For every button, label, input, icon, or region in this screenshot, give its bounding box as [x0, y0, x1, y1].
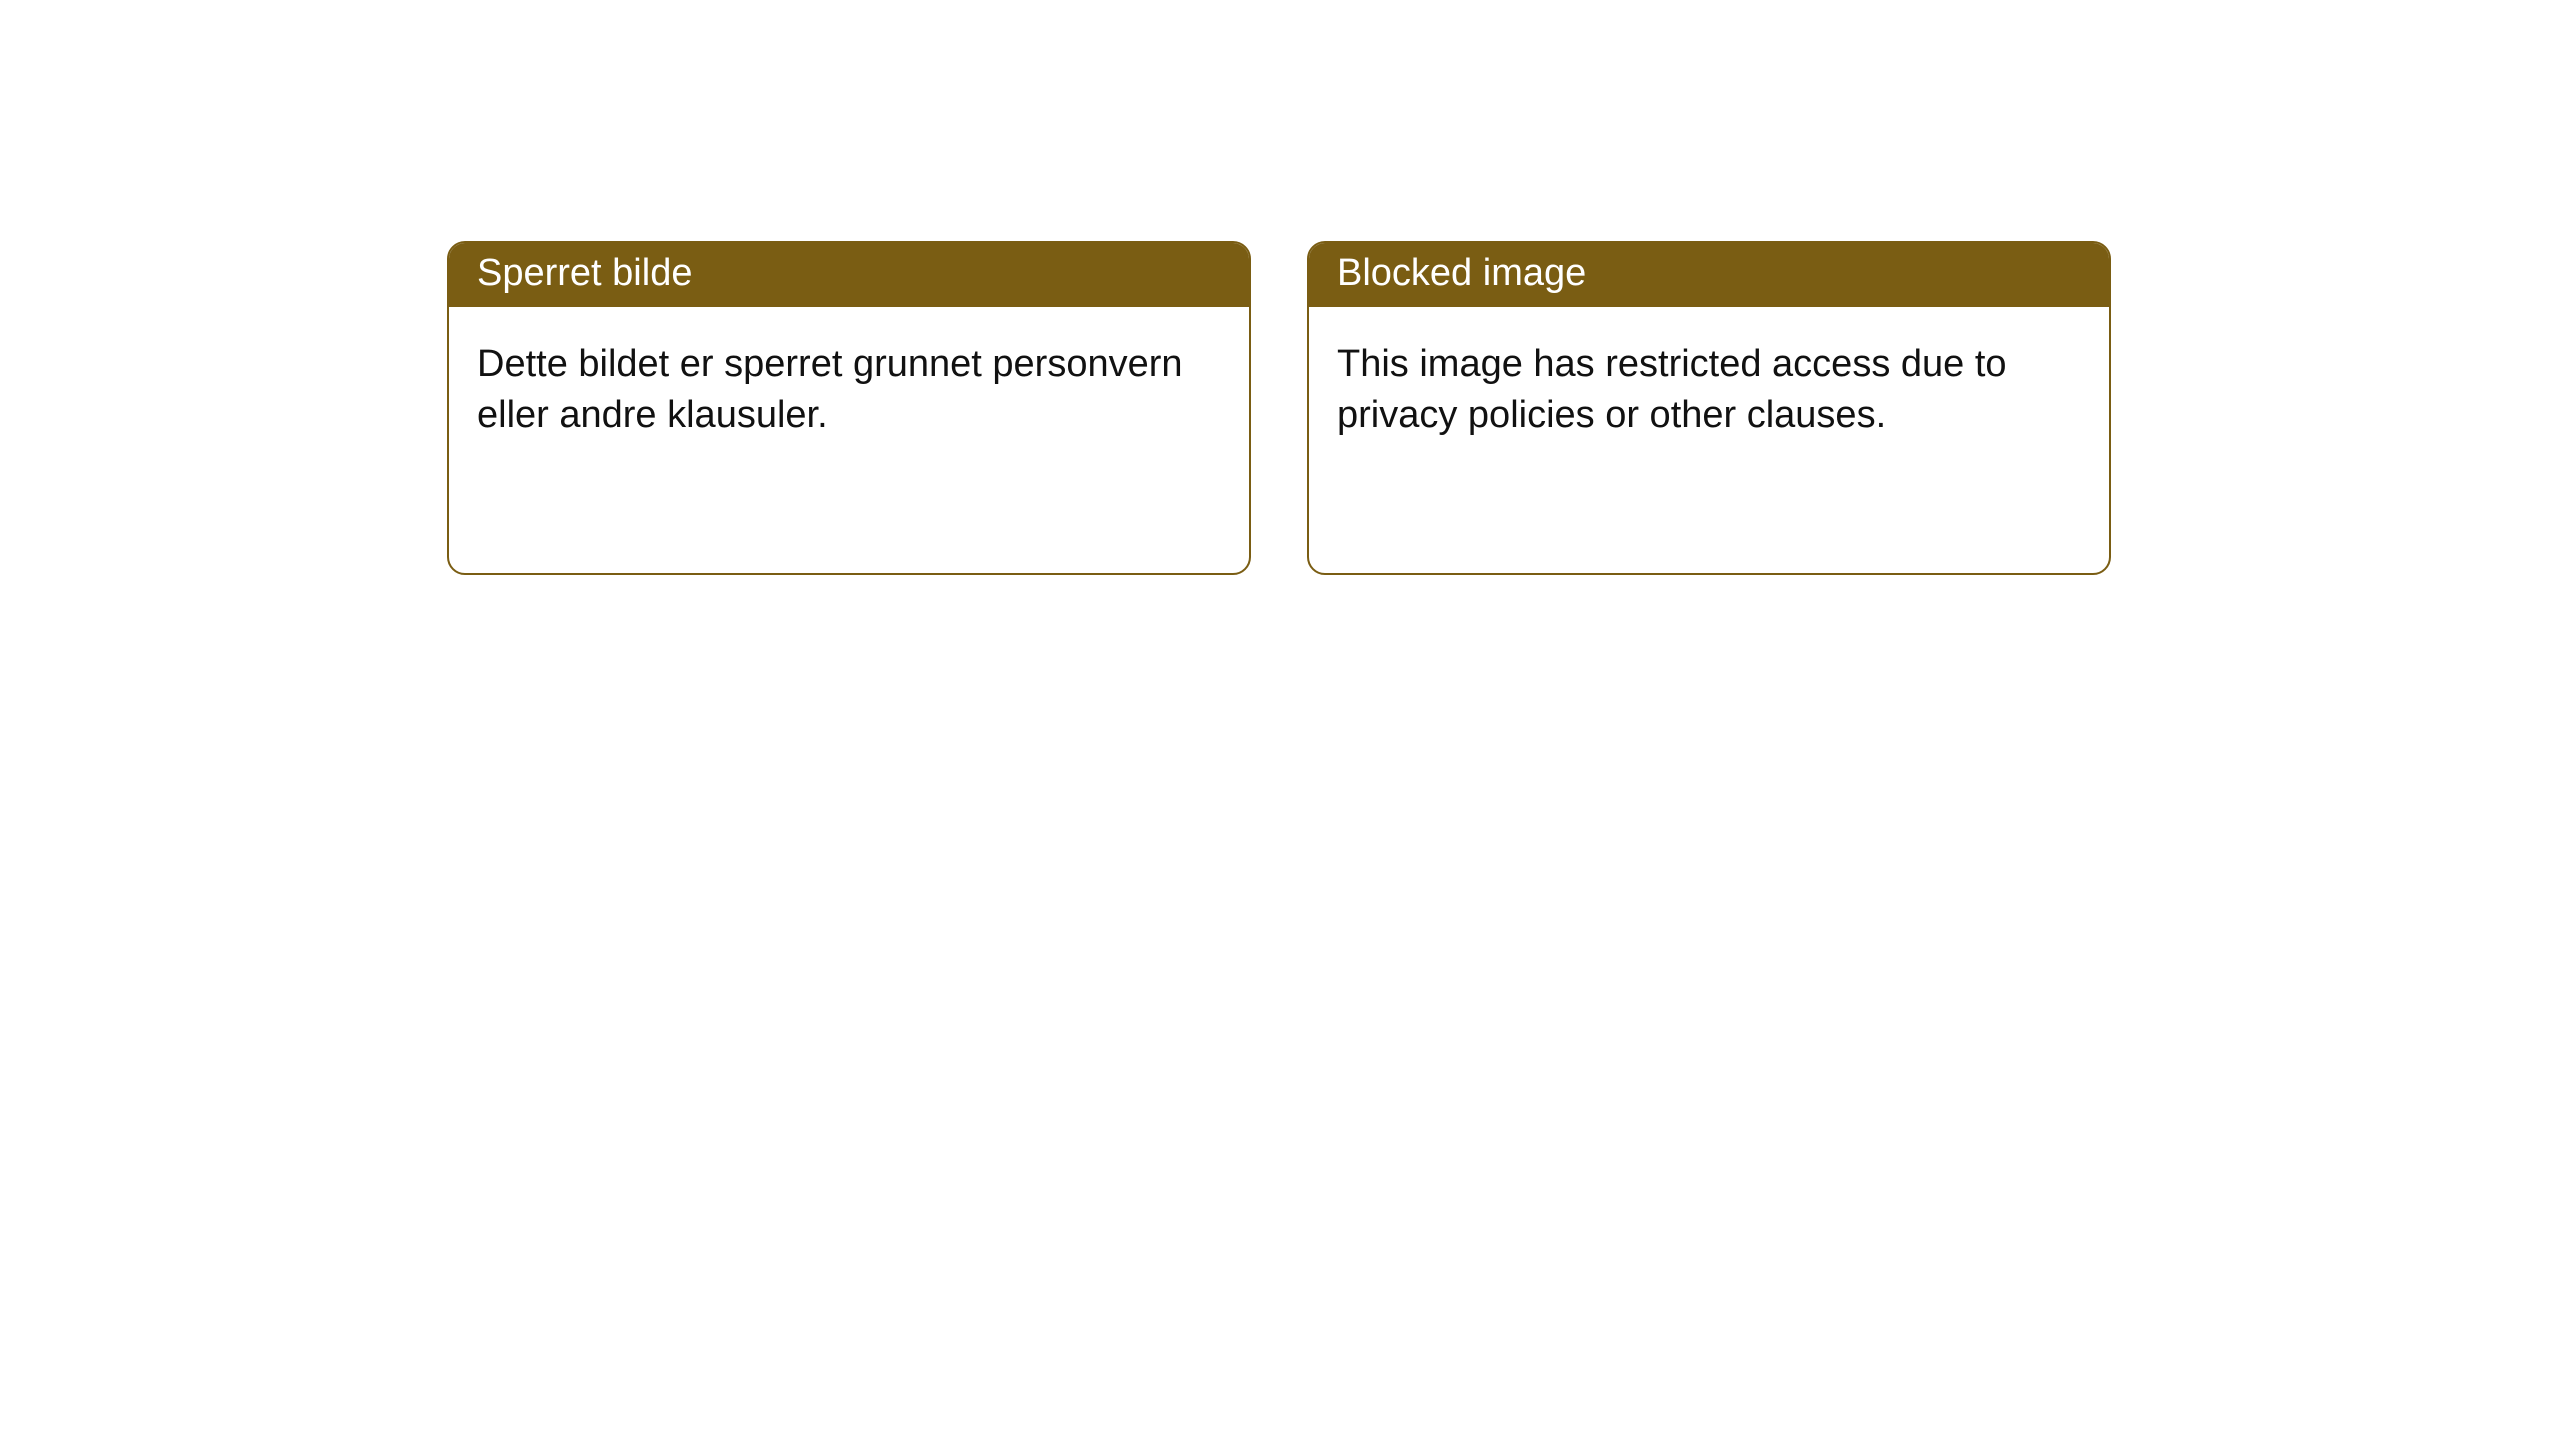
card-body-english: This image has restricted access due to … — [1309, 307, 2109, 474]
card-body-norwegian: Dette bildet er sperret grunnet personve… — [449, 307, 1249, 474]
card-header-english: Blocked image — [1309, 243, 2109, 307]
blocked-image-card-english: Blocked image This image has restricted … — [1307, 241, 2111, 575]
cards-container: Sperret bilde Dette bildet er sperret gr… — [0, 0, 2560, 575]
card-header-norwegian: Sperret bilde — [449, 243, 1249, 307]
blocked-image-card-norwegian: Sperret bilde Dette bildet er sperret gr… — [447, 241, 1251, 575]
